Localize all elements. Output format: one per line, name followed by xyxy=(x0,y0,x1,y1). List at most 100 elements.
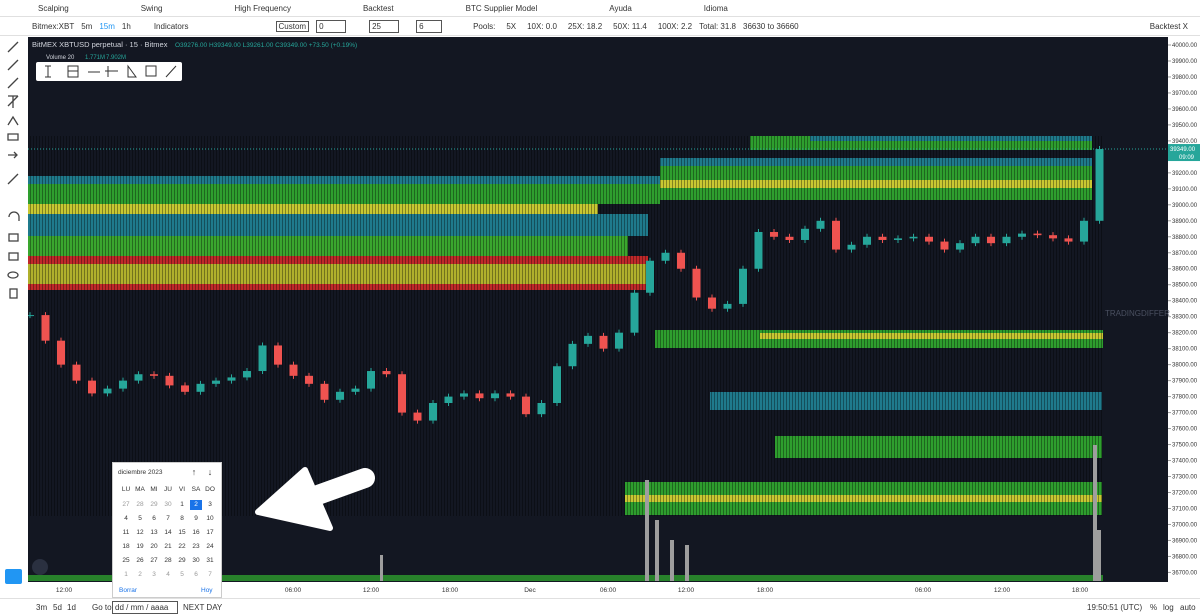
day[interactable]: 15 xyxy=(178,529,186,536)
day[interactable]: 29 xyxy=(150,501,158,508)
active-tool[interactable] xyxy=(5,569,22,584)
day[interactable]: 19 xyxy=(136,543,144,550)
day[interactable]: 14 xyxy=(164,529,172,536)
weekday: MA xyxy=(135,486,145,493)
menu-item[interactable]: Scalping xyxy=(38,3,69,13)
nav[interactable]: ↓ xyxy=(207,467,213,477)
day[interactable]: 27 xyxy=(150,557,158,564)
day[interactable]: 30 xyxy=(164,501,172,508)
nav[interactable]: ↑ xyxy=(191,467,197,477)
day[interactable]: 3 xyxy=(208,501,212,508)
day[interactable]: 5 xyxy=(180,571,184,578)
pool[interactable]: 50X: 11.4 xyxy=(613,21,647,31)
clear-button[interactable]: Borrar xyxy=(119,587,138,594)
day[interactable]: 25 xyxy=(122,557,130,564)
range-button[interactable]: 1d xyxy=(67,603,76,612)
y-tick-label: 36900.00 xyxy=(1172,538,1198,544)
day[interactable]: 6 xyxy=(152,515,156,522)
day[interactable]: 20 xyxy=(150,543,158,550)
candle xyxy=(847,244,856,250)
day[interactable]: 17 xyxy=(206,529,214,536)
day[interactable]: 13 xyxy=(150,529,158,536)
menu-item[interactable]: Idioma xyxy=(703,3,728,13)
day[interactable]: 12 xyxy=(136,529,144,536)
date-input[interactable]: dd / mm / aaaa xyxy=(112,601,178,614)
symbol[interactable]: Bitmex:XBT xyxy=(32,21,75,31)
candle xyxy=(863,236,871,245)
day[interactable]: 29 xyxy=(178,557,186,564)
day[interactable]: 7 xyxy=(208,571,212,578)
day[interactable]: 2 xyxy=(138,571,142,578)
day[interactable]: 23 xyxy=(192,543,200,550)
menu-item[interactable]: BTC Supplier Model xyxy=(465,3,538,13)
range-button[interactable]: 5d xyxy=(53,603,62,612)
volume xyxy=(28,445,1103,581)
interval[interactable]: 5m xyxy=(81,21,93,31)
x-tick-label: 18:00 xyxy=(1072,587,1089,594)
day[interactable]: 30 xyxy=(192,557,200,564)
day[interactable]: 3 xyxy=(152,571,156,578)
backtest[interactable]: Backtest X xyxy=(1149,21,1188,31)
day[interactable]: 24 xyxy=(206,543,214,550)
day[interactable]: 11 xyxy=(122,529,130,536)
x-tick-label: 12:00 xyxy=(678,587,695,594)
day[interactable]: 5 xyxy=(138,515,142,522)
day[interactable]: 26 xyxy=(136,557,144,564)
interval[interactable]: 15m xyxy=(99,21,115,31)
custom-select[interactable]: Custom xyxy=(275,20,310,32)
next-day[interactable]: NEXT DAY xyxy=(183,603,223,612)
candle xyxy=(677,252,685,269)
x-tick-label: 18:00 xyxy=(442,587,459,594)
month-label[interactable]: diciembre 2023 xyxy=(118,469,163,476)
candle xyxy=(878,236,887,240)
indicators[interactable]: Indicators xyxy=(153,21,189,31)
day[interactable]: 27 xyxy=(122,501,130,508)
percent[interactable]: % xyxy=(1150,603,1158,612)
day[interactable]: 10 xyxy=(206,515,214,522)
candle xyxy=(150,374,158,376)
day[interactable]: 9 xyxy=(194,515,198,522)
date-picker[interactable]: diciembre 2023 ↑ ↓ LU MA MI JU VI SA DO 27 28 29 30 1 2… xyxy=(112,462,222,598)
day[interactable]: 8 xyxy=(180,515,184,522)
day[interactable]: 18 xyxy=(122,543,130,550)
candle xyxy=(568,343,577,367)
candle xyxy=(305,375,313,384)
day[interactable]: 1 xyxy=(180,501,184,508)
interval[interactable]: 1h xyxy=(121,21,131,31)
day[interactable]: 28 xyxy=(164,557,172,564)
auto[interactable]: auto xyxy=(1180,603,1196,612)
pool[interactable]: 25X: 18.2 xyxy=(567,21,603,31)
candle xyxy=(1064,238,1073,242)
pool[interactable]: 10X: 0.0 xyxy=(527,21,557,31)
pool[interactable]: 100X: 2.2 xyxy=(657,21,693,31)
input[interactable]: 6 xyxy=(416,19,443,33)
menu-item[interactable]: Backtest xyxy=(362,3,394,13)
log[interactable]: log xyxy=(1163,603,1174,612)
day[interactable]: 21 xyxy=(164,543,172,550)
menu-item[interactable]: Swing xyxy=(140,3,163,13)
day[interactable]: 1 xyxy=(124,571,128,578)
day[interactable]: 4 xyxy=(166,571,170,578)
candle xyxy=(894,238,902,240)
day[interactable]: 16 xyxy=(192,529,200,536)
input[interactable]: 25 xyxy=(369,19,400,33)
day[interactable]: 22 xyxy=(178,543,186,550)
pool[interactable]: 5X xyxy=(506,21,517,31)
day[interactable]: 6 xyxy=(194,571,198,578)
x-tick-label: 06:00 xyxy=(600,587,617,594)
x-tick-label: 12:00 xyxy=(56,587,73,594)
day[interactable]: 7 xyxy=(166,515,170,522)
menu-item[interactable]: Ayuda xyxy=(609,3,632,13)
range-button[interactable]: 3m xyxy=(36,603,48,612)
day[interactable]: 28 xyxy=(136,501,144,508)
today-button[interactable]: Hoy xyxy=(201,587,213,594)
y-tick-label: 38500.00 xyxy=(1172,283,1198,289)
candle xyxy=(72,364,81,381)
day[interactable]: 4 xyxy=(124,515,128,522)
input[interactable]: 0 xyxy=(316,19,347,33)
menu-item[interactable]: High Frequency xyxy=(234,3,291,13)
day[interactable]: 31 xyxy=(206,557,214,564)
goto-label: Go to xyxy=(92,603,112,612)
day[interactable]: 2 xyxy=(190,500,202,510)
